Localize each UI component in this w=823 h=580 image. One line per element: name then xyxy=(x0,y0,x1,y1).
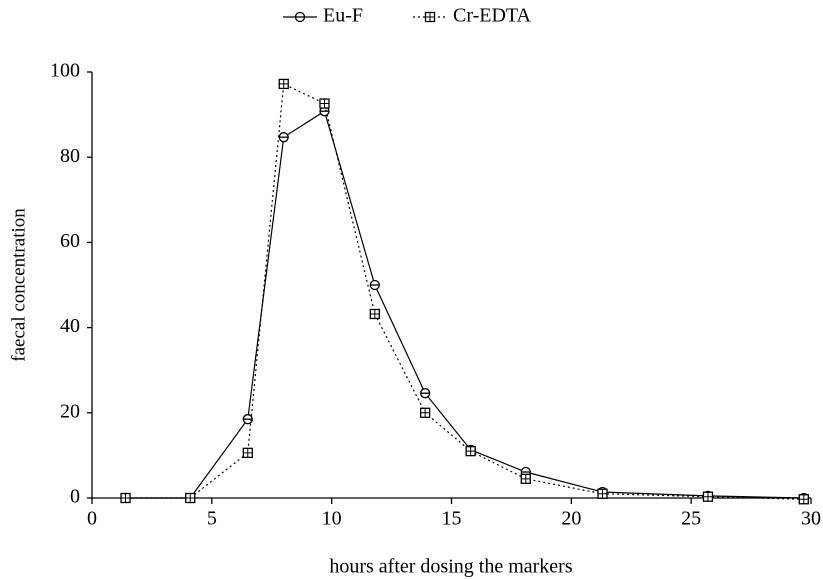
x-tick-label: 0 xyxy=(87,508,97,530)
y-tick-label: 40 xyxy=(60,315,80,337)
legend-label: Eu-F xyxy=(323,5,363,27)
marker xyxy=(798,494,809,505)
x-tick-label: 30 xyxy=(801,508,821,530)
legend-label: Cr-EDTA xyxy=(453,5,532,27)
x-axis-label: hours after dosing the markers xyxy=(329,556,572,578)
marker xyxy=(369,308,380,320)
y-tick-label: 60 xyxy=(60,230,80,252)
marker-shape xyxy=(597,489,607,499)
marker-shape xyxy=(279,79,289,89)
marker xyxy=(424,11,436,23)
marker-shape xyxy=(703,492,713,502)
marker xyxy=(319,98,330,109)
marker xyxy=(278,132,289,143)
marker xyxy=(294,11,306,23)
y-tick-label: 20 xyxy=(60,400,80,422)
series-line xyxy=(125,83,804,500)
marker-shape xyxy=(799,494,809,504)
marker-shape xyxy=(420,408,430,418)
series-line xyxy=(125,110,804,499)
x-tick-label: 5 xyxy=(207,508,217,530)
marker xyxy=(185,492,196,504)
y-axis-label: faecal concentration xyxy=(8,208,29,362)
x-tick-label: 10 xyxy=(322,508,342,530)
marker-shape xyxy=(185,493,195,503)
marker xyxy=(369,279,380,291)
marker-shape xyxy=(466,446,476,456)
marker-shape xyxy=(521,474,531,484)
marker-shape xyxy=(243,448,253,458)
x-tick-label: 20 xyxy=(561,508,581,530)
y-tick-label: 0 xyxy=(70,486,80,508)
marker xyxy=(520,473,531,484)
marker xyxy=(278,78,289,90)
y-tick-label: 100 xyxy=(50,60,80,82)
marker xyxy=(242,447,253,458)
marker-shape xyxy=(425,12,435,22)
marker xyxy=(597,488,608,499)
marker xyxy=(702,491,714,502)
marker xyxy=(419,407,431,418)
x-tick-label: 25 xyxy=(681,508,701,530)
marker-shape xyxy=(319,99,329,109)
marker xyxy=(465,445,476,457)
y-tick-label: 80 xyxy=(60,145,80,167)
marker xyxy=(120,492,131,504)
marker-shape xyxy=(121,493,131,503)
marker xyxy=(419,388,431,399)
x-tick-label: 15 xyxy=(442,508,462,530)
marker-shape xyxy=(370,309,380,319)
